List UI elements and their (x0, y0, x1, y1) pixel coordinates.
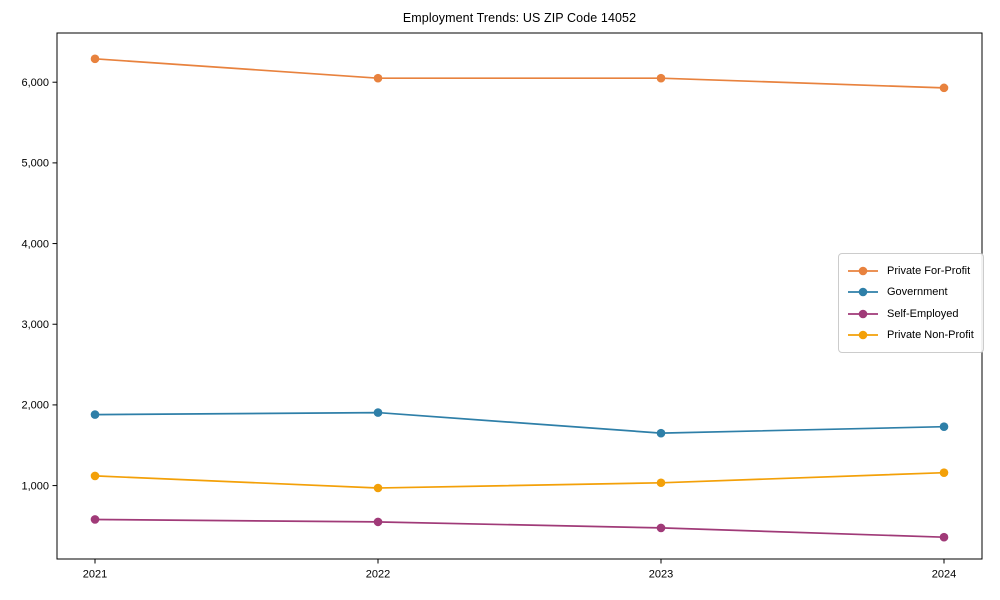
y-tick-label: 4,000 (21, 238, 49, 250)
legend-label: Private For-Profit (887, 264, 971, 277)
legend-label: Self-Employed (887, 307, 959, 320)
series-line-private-for-profit (94, 57, 945, 89)
data-point (656, 478, 666, 488)
data-point (939, 532, 949, 542)
data-point (90, 515, 100, 524)
legend-item: Private Non-Profit (847, 325, 975, 347)
legend-item: Self-Employed (847, 303, 975, 325)
y-tick-label: 6,000 (21, 77, 49, 89)
legend-label: Government (887, 286, 948, 299)
legend-label: Private Non-Profit (887, 329, 974, 342)
data-point (656, 428, 666, 438)
legend-marker-icon (848, 330, 878, 340)
legend-item: Private For-Profit (847, 260, 975, 282)
y-tick-label: 2,000 (21, 400, 49, 412)
legend-marker-icon (848, 266, 878, 276)
y-tick-label: 3,000 (21, 319, 49, 331)
data-point (656, 73, 666, 83)
series-line-government (94, 411, 945, 434)
legend: Private For-Profit Government Self-Employe… (838, 253, 984, 353)
series-line-private-non-profit (94, 471, 945, 489)
data-point (373, 408, 383, 417)
x-tick-label: 2023 (649, 569, 673, 581)
x-tick-label: 2024 (932, 569, 956, 581)
legend-item: Government (847, 282, 975, 304)
data-point (90, 54, 100, 64)
x-tick-label: 2022 (366, 569, 390, 581)
data-point (90, 471, 100, 481)
data-point (939, 468, 949, 477)
data-point (373, 517, 383, 527)
series-line-self-employed (94, 518, 945, 539)
data-point (373, 73, 383, 83)
legend-marker-icon (848, 309, 878, 319)
y-tick-label: 5,000 (21, 158, 49, 170)
data-point (373, 483, 383, 493)
x-tick-label: 2021 (83, 569, 107, 581)
data-point (939, 83, 949, 93)
data-point (939, 422, 949, 431)
y-tick-label: 1,000 (21, 480, 49, 492)
data-point (90, 410, 100, 419)
legend-marker-icon (848, 287, 878, 297)
chart-title: Employment Trends: US ZIP Code 14052 (402, 11, 637, 25)
data-point (656, 523, 666, 533)
